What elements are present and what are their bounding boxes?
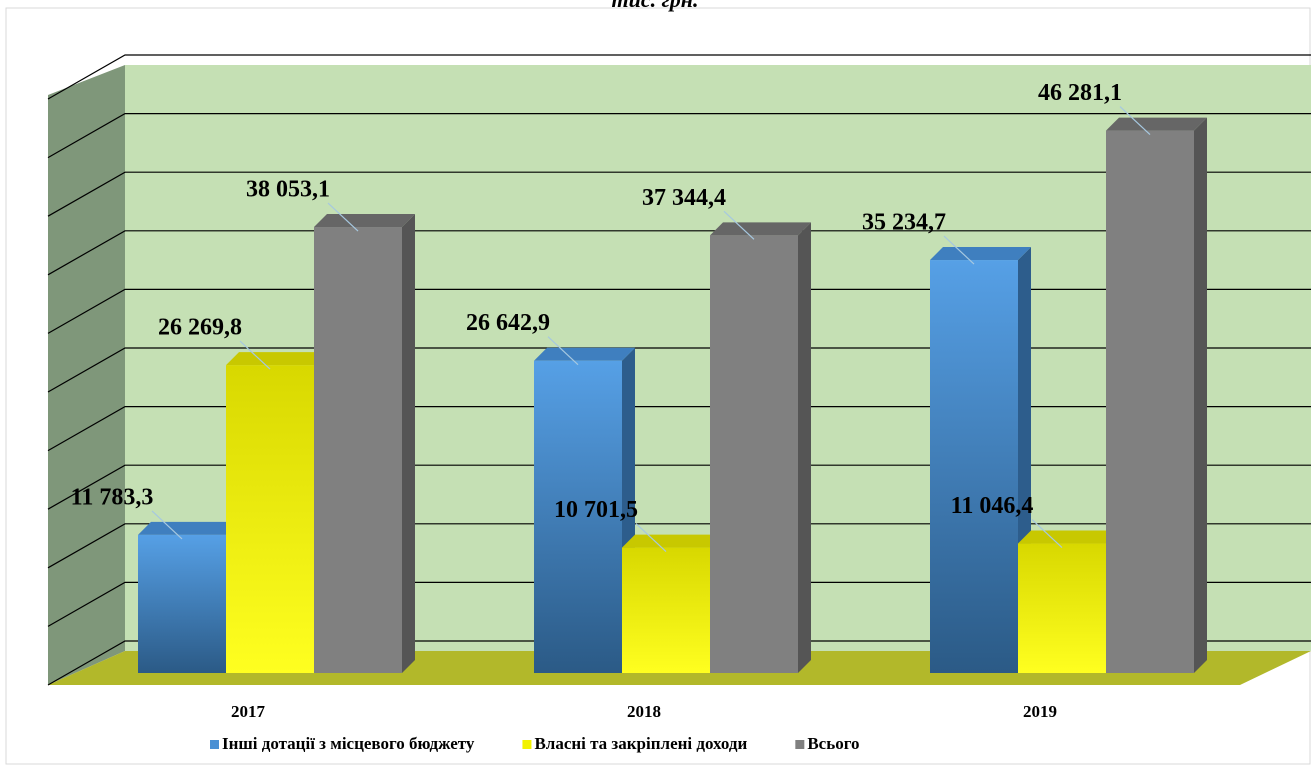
data-label: 46 281,1	[1038, 80, 1122, 106]
legend-swatch	[795, 740, 805, 749]
data-label: 37 344,4	[642, 185, 726, 211]
bar-face	[798, 222, 811, 673]
side-wall	[48, 65, 125, 685]
bar-face	[930, 247, 1031, 261]
leader-line	[151, 510, 183, 540]
bar-face	[1106, 117, 1207, 131]
legend-label: Всього	[807, 734, 859, 753]
leader-line	[635, 523, 667, 553]
bar-face	[1106, 130, 1194, 673]
data-label: 11 783,3	[71, 484, 154, 510]
chart-title: тис. грн.	[612, 0, 699, 12]
leader-line	[723, 210, 755, 240]
grid-line	[47, 640, 1311, 686]
grid-line	[47, 581, 1311, 627]
bar-face	[138, 534, 226, 673]
leader-line	[943, 235, 975, 265]
bar-face	[622, 534, 723, 548]
bar-face	[226, 365, 314, 673]
grid-line	[47, 171, 1311, 217]
x-tick-label: 2019	[1023, 702, 1057, 721]
bar	[710, 222, 811, 673]
bar-face	[622, 547, 710, 673]
legend-swatch	[522, 740, 532, 749]
grid-line	[47, 347, 1311, 393]
bar-face	[314, 227, 402, 673]
bar	[1018, 530, 1119, 673]
leader-line	[327, 202, 359, 232]
grid-line	[47, 54, 1311, 100]
grid-line	[47, 523, 1311, 569]
bar	[226, 352, 327, 673]
legend-swatch	[210, 740, 219, 749]
bar-face	[1018, 543, 1106, 673]
bar	[622, 534, 723, 673]
x-tick-label: 2017	[231, 702, 266, 721]
bar	[930, 247, 1031, 673]
bar	[138, 521, 239, 673]
bar-face	[1194, 117, 1207, 673]
leader-line	[239, 340, 271, 370]
bar-face	[710, 222, 811, 236]
leader-line	[1119, 106, 1151, 136]
grid-line	[47, 112, 1311, 159]
bar	[1106, 117, 1207, 673]
bar-face	[710, 235, 798, 673]
grid-line	[47, 230, 1311, 276]
data-label: 38 053,1	[246, 177, 330, 203]
legend-label: Інші дотації з місцевого бюджету	[222, 734, 475, 753]
bar-face	[534, 360, 622, 673]
grid-line	[47, 464, 1311, 510]
data-label: 10 701,5	[554, 497, 638, 523]
x-tick-label: 2018	[627, 702, 661, 721]
grid-line	[47, 288, 1311, 334]
data-label: 11 046,4	[951, 493, 1034, 519]
data-label: 26 642,9	[466, 310, 550, 336]
bar-face	[1018, 530, 1119, 544]
bar-face	[930, 260, 1018, 673]
bar	[534, 347, 635, 673]
bar-face	[226, 352, 327, 366]
grid-line	[47, 406, 1311, 452]
data-label: 35 234,7	[862, 210, 946, 236]
legend-label: Власні та закріплені доходи	[534, 734, 747, 753]
leader-line	[547, 336, 579, 366]
bar-face	[314, 214, 415, 228]
bar-face	[402, 214, 415, 673]
bar-face	[138, 521, 239, 535]
data-label: 26 269,8	[158, 315, 242, 341]
leader-line	[1031, 519, 1063, 548]
bar	[314, 214, 415, 673]
bar-face	[534, 347, 635, 361]
